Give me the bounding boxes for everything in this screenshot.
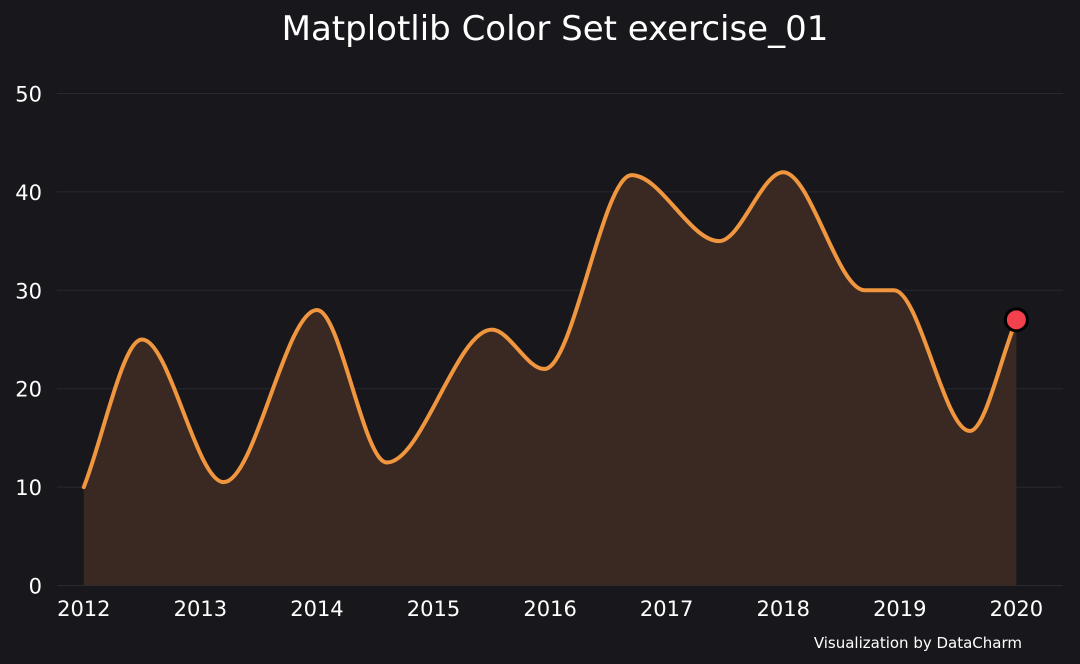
y-tick-label: 0: [29, 575, 42, 599]
x-tick-label: 2013: [174, 597, 227, 621]
area-fill: [83, 172, 1017, 586]
x-axis-ticks: 2012 2013 2014 2015 2016 2017 2018 2019 2020: [57, 597, 1043, 621]
y-axis-ticks: 0 10 20 30 40 50: [15, 83, 42, 599]
x-tick-label: 2015: [407, 597, 460, 621]
x-tick-label: 2018: [757, 597, 810, 621]
y-tick-label: 10: [15, 476, 42, 500]
series-line: [81, 170, 1019, 490]
y-tick-label: 50: [15, 83, 42, 107]
y-tick-label: 40: [15, 181, 42, 205]
x-tick-label: 2020: [990, 597, 1043, 621]
y-tick-label: 30: [15, 279, 42, 303]
x-tick-label: 2014: [290, 597, 343, 621]
chart-title: Matplotlib Color Set exercise_01: [282, 9, 829, 49]
y-tick-label: 20: [15, 378, 42, 402]
x-tick-label: 2017: [640, 597, 693, 621]
x-tick-label: 2019: [873, 597, 926, 621]
credit-text: Visualization by DataCharm: [814, 634, 1022, 652]
x-tick-label: 2016: [523, 597, 576, 621]
end-point-marker: [1003, 307, 1029, 333]
x-tick-label: 2012: [57, 597, 110, 621]
